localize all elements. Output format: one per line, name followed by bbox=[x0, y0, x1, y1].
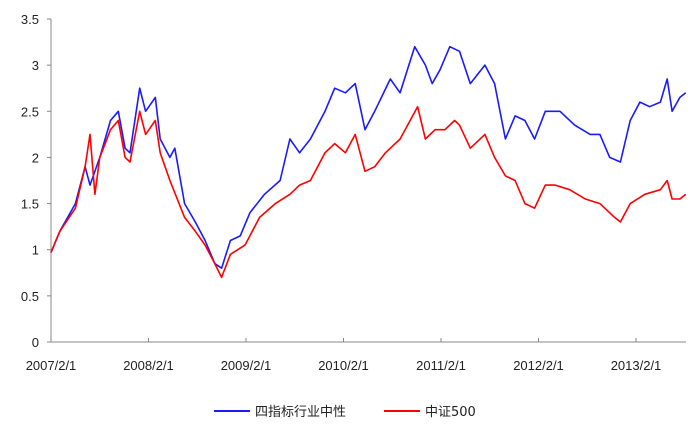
x-tick-label: 2011/2/1 bbox=[416, 358, 466, 373]
y-tick-label: 2 bbox=[32, 150, 39, 165]
x-tick-label: 2013/2/1 bbox=[611, 358, 662, 373]
y-tick-label: 2.5 bbox=[21, 104, 39, 119]
legend: 四指标行业中性 中证500 bbox=[214, 405, 476, 420]
y-tick-label: 0 bbox=[32, 335, 39, 350]
y-tick-label: 1 bbox=[32, 243, 39, 258]
series-lines bbox=[50, 45, 687, 279]
legend-label-0: 四指标行业中性 bbox=[255, 405, 346, 420]
legend-label-1: 中证500 bbox=[425, 405, 476, 420]
series-line-1 bbox=[50, 105, 687, 279]
y-tick-label: 1.5 bbox=[21, 197, 39, 212]
x-tick-label: 2008/2/1 bbox=[123, 358, 174, 373]
series-line-0 bbox=[50, 45, 687, 270]
x-tick-label: 2007/2/1 bbox=[26, 358, 77, 373]
x-tick-label: 2012/2/1 bbox=[513, 358, 564, 373]
axes: 0 0.5 1 1.5 2 2.5 3 3.5 2007/2/1 2008/2/1 2009/2/1… bbox=[21, 12, 686, 373]
y-tick-label: 3.5 bbox=[21, 12, 39, 27]
x-tick-label: 2009/2/1 bbox=[221, 358, 272, 373]
y-tick-label: 3 bbox=[32, 58, 39, 73]
y-tick-label: 0.5 bbox=[21, 289, 39, 304]
x-tick-label: 2010/2/1 bbox=[318, 358, 369, 373]
